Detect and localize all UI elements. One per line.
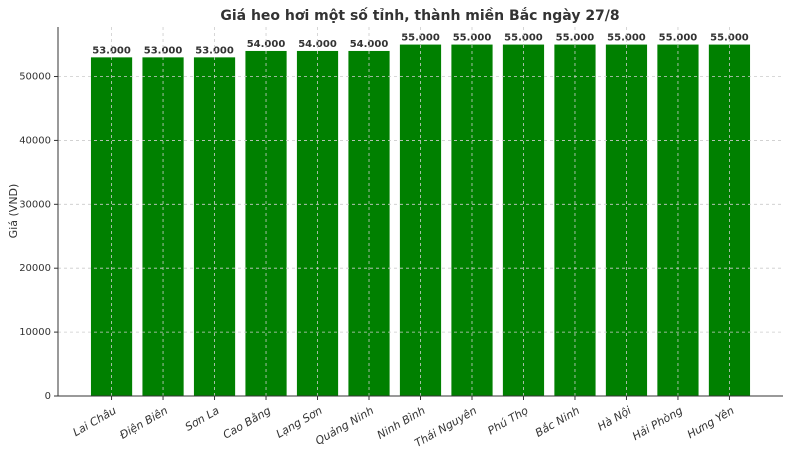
y-tick-label: 20000 xyxy=(19,263,51,274)
x-tick-label: Cao Bằng xyxy=(221,404,273,442)
bar xyxy=(245,50,287,397)
x-tick-label: Lai Châu xyxy=(71,404,119,439)
y-tick-label: 0 xyxy=(45,391,51,402)
y-tick-label: 30000 xyxy=(19,199,51,210)
value-label: 55.000 xyxy=(659,33,698,44)
bar xyxy=(348,50,390,397)
x-tick-label: Quảng Ninh xyxy=(313,404,376,448)
value-label: 55.000 xyxy=(504,33,543,44)
x-tick-label: Hải Phòng xyxy=(630,404,685,443)
y-tick-label: 50000 xyxy=(19,72,51,83)
value-label: 55.000 xyxy=(710,33,749,44)
value-label: 55.000 xyxy=(453,33,492,44)
value-label: 54.000 xyxy=(298,39,337,50)
chart-title: Giá heo hơi một số tỉnh, thành miền Bắc … xyxy=(220,7,619,24)
value-label: 54.000 xyxy=(350,39,389,50)
value-label: 53.000 xyxy=(144,45,183,56)
value-label: 54.000 xyxy=(247,39,286,50)
x-tick-label: Điện Biên xyxy=(117,404,170,442)
value-label: 55.000 xyxy=(401,33,440,44)
x-tick-label: Bắc Ninh xyxy=(533,404,582,440)
x-tick-label: Hà Nội xyxy=(595,404,633,434)
x-tick-label: Phú Thọ xyxy=(485,404,530,438)
value-label: 55.000 xyxy=(556,33,595,44)
x-tick-label: Hưng Yên xyxy=(685,404,737,441)
value-label: 53.000 xyxy=(195,45,234,56)
y-axis-label: Giá (VND) xyxy=(7,184,20,239)
value-label: 55.000 xyxy=(607,33,646,44)
value-label: 53.000 xyxy=(92,45,131,56)
bar xyxy=(296,50,339,397)
y-tick-label: 10000 xyxy=(19,327,51,338)
y-tick-label: 40000 xyxy=(19,135,51,146)
x-tick-label: Sơn La xyxy=(183,404,222,434)
